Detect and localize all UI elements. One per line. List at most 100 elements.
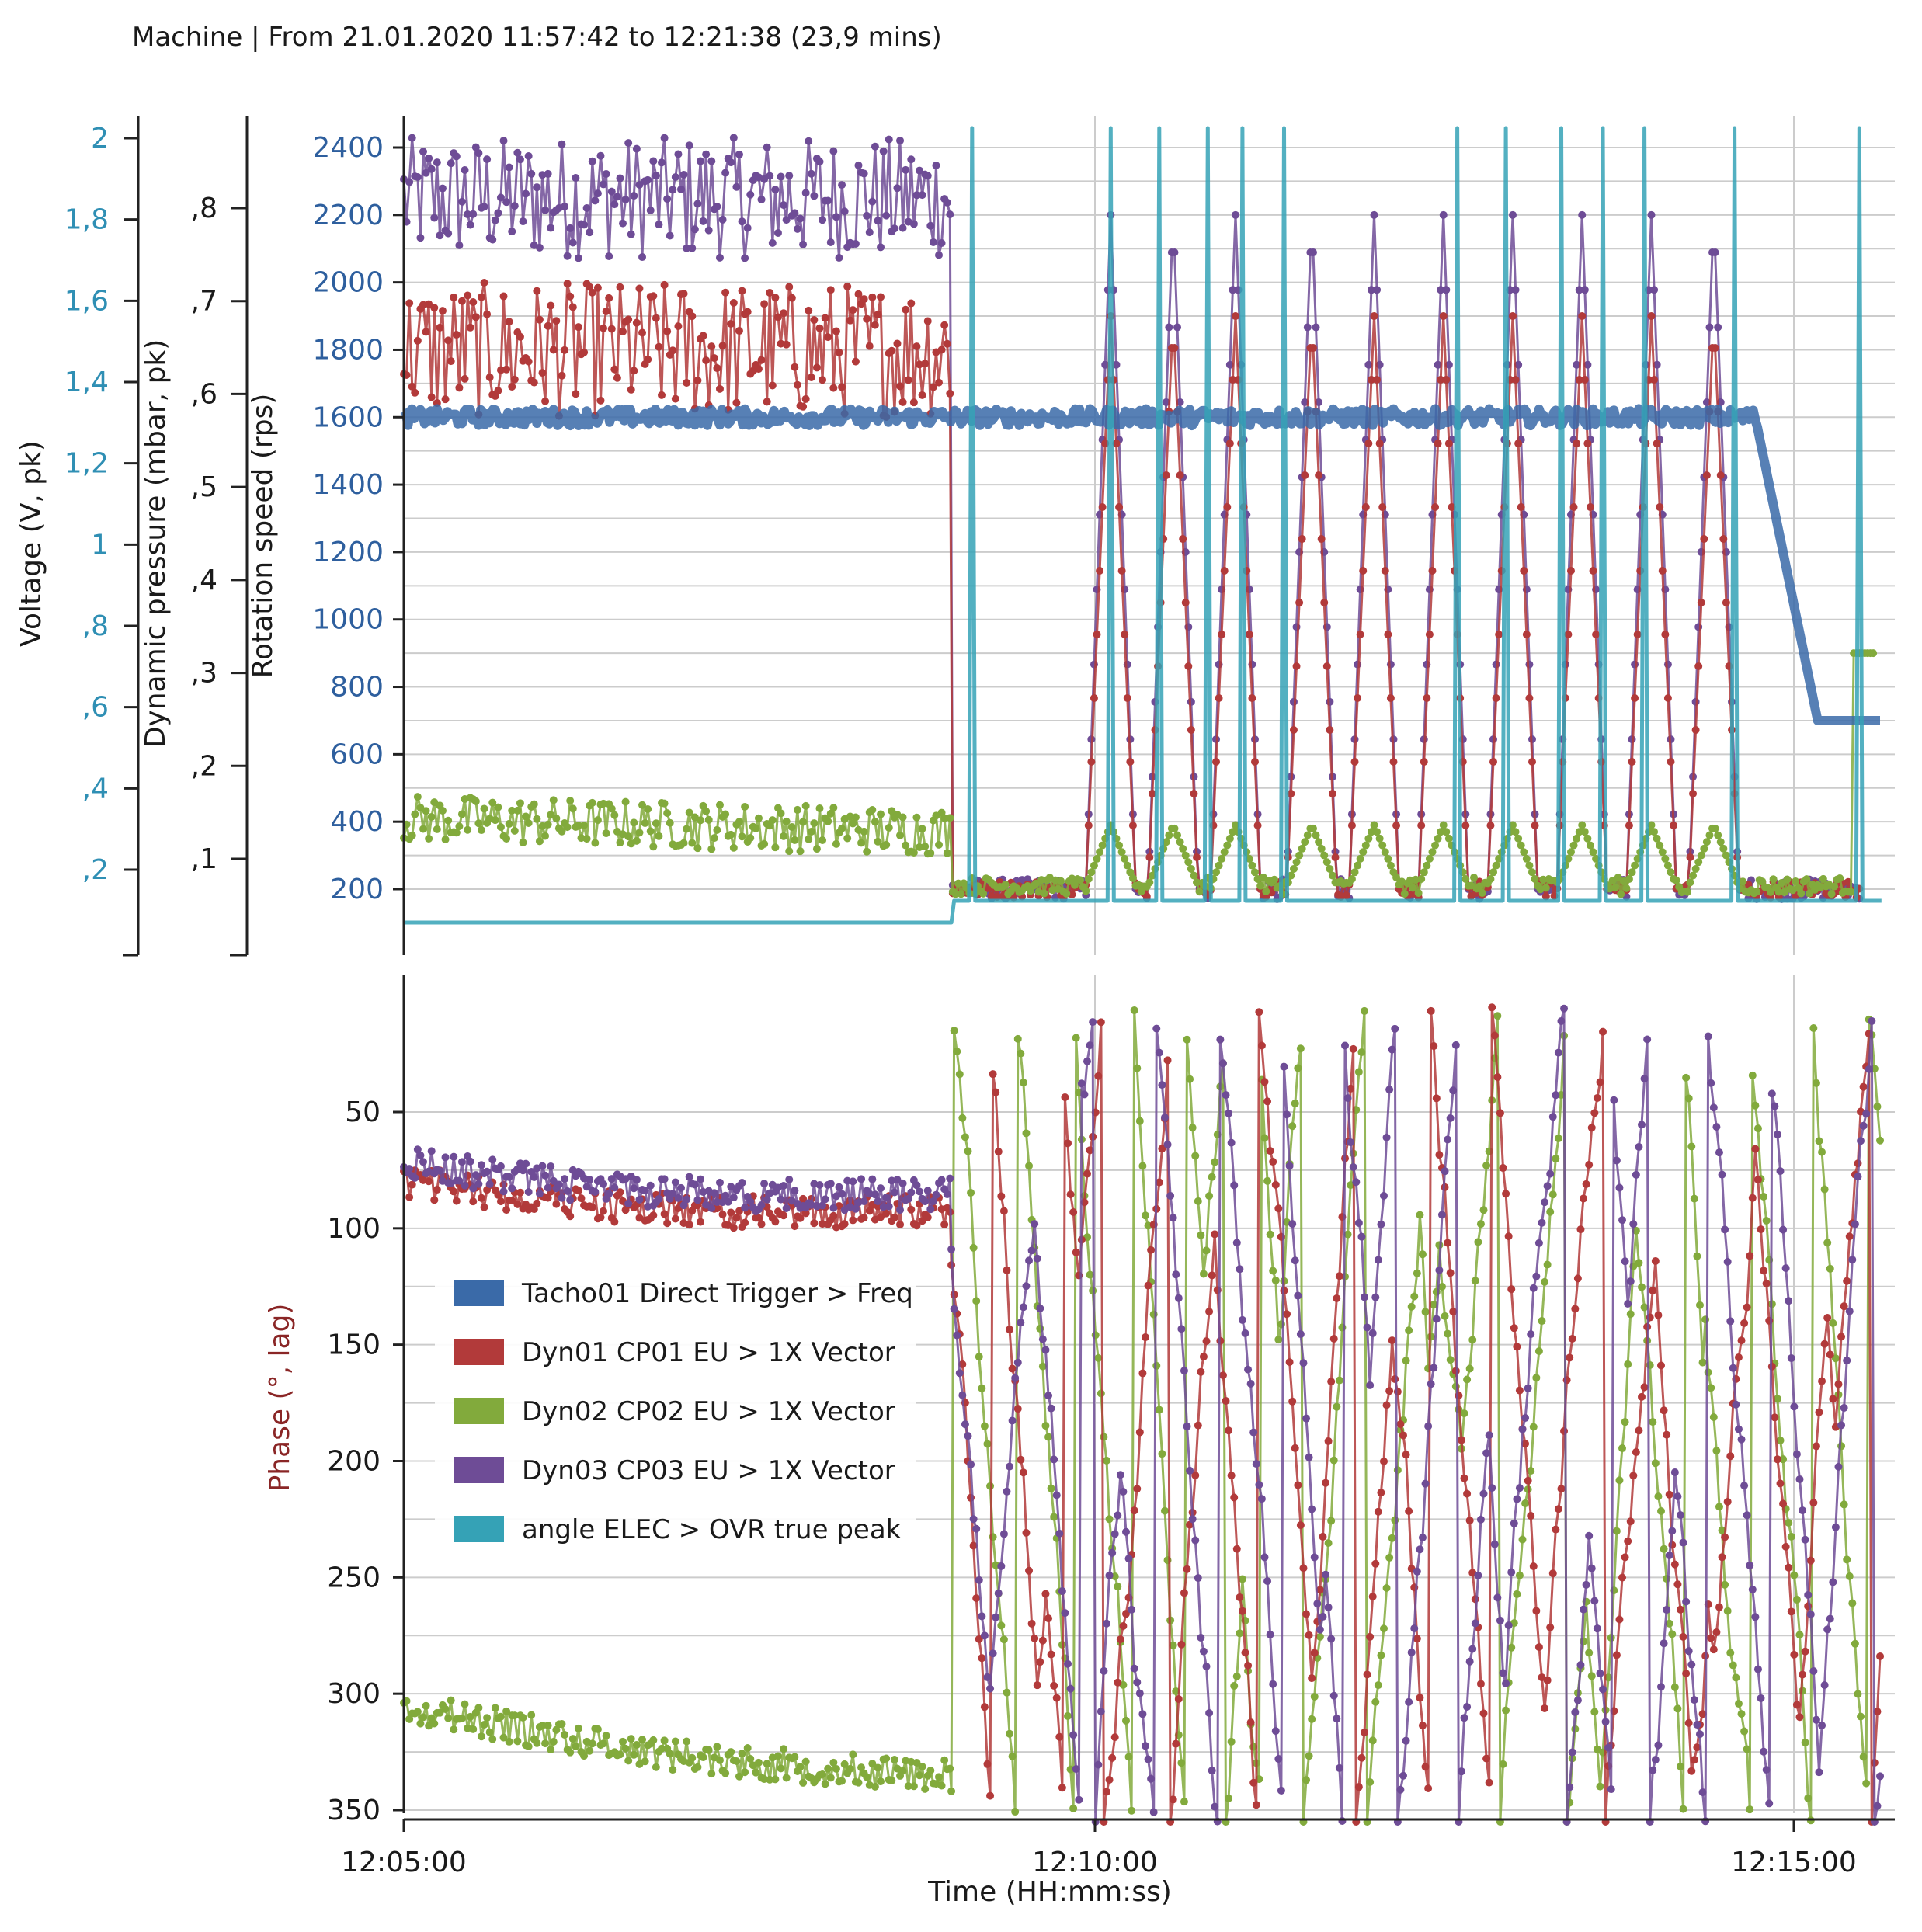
data-point bbox=[1552, 1525, 1560, 1534]
data-point bbox=[1386, 861, 1395, 870]
data-point bbox=[1690, 1194, 1698, 1203]
data-point bbox=[1417, 822, 1426, 830]
data-point bbox=[1434, 834, 1442, 843]
data-point bbox=[1274, 1755, 1283, 1763]
data-point bbox=[1632, 1170, 1640, 1179]
data-point bbox=[690, 1180, 699, 1189]
data-point bbox=[946, 1764, 954, 1773]
data-point bbox=[1531, 874, 1539, 883]
data-point bbox=[1771, 1102, 1779, 1110]
data-point bbox=[522, 812, 530, 821]
data-point bbox=[904, 1194, 912, 1203]
data-point bbox=[1266, 1147, 1274, 1155]
data-point bbox=[791, 363, 799, 371]
data-point bbox=[688, 312, 697, 321]
data-point bbox=[436, 323, 444, 332]
data-point bbox=[1202, 1337, 1211, 1346]
data-point bbox=[805, 137, 813, 145]
data-point bbox=[1687, 1142, 1696, 1151]
data-point bbox=[1283, 1310, 1291, 1319]
data-point bbox=[1693, 1720, 1701, 1729]
data-point bbox=[874, 1197, 882, 1206]
data-point bbox=[474, 1180, 483, 1188]
data-point bbox=[735, 818, 743, 826]
data-point bbox=[1787, 1354, 1795, 1363]
data-point bbox=[1086, 1270, 1094, 1279]
data-point bbox=[649, 157, 658, 165]
data-point bbox=[1647, 821, 1656, 829]
data-point bbox=[1479, 1709, 1488, 1718]
legend-label-tacho: Tacho01 Direct Trigger > Freq bbox=[521, 1278, 913, 1309]
data-point bbox=[1705, 831, 1714, 839]
data-point bbox=[464, 291, 472, 300]
tacho01-line bbox=[400, 404, 1883, 725]
data-point bbox=[1349, 1044, 1357, 1053]
data-point bbox=[1490, 1031, 1499, 1040]
data-point bbox=[1144, 1755, 1152, 1763]
data-point bbox=[735, 327, 743, 335]
data-point bbox=[999, 1635, 1008, 1644]
data-point bbox=[738, 832, 746, 841]
data-point bbox=[1569, 841, 1578, 850]
data-point bbox=[1667, 758, 1675, 766]
data-point bbox=[1612, 1527, 1621, 1535]
data-point bbox=[1628, 868, 1636, 877]
data-point bbox=[1003, 1688, 1011, 1697]
data-point bbox=[669, 1766, 677, 1774]
data-point bbox=[1486, 874, 1495, 883]
data-point bbox=[552, 317, 561, 325]
data-point bbox=[1177, 1759, 1186, 1767]
data-point bbox=[1036, 1658, 1044, 1666]
data-point bbox=[660, 1736, 669, 1745]
data-point bbox=[1868, 1016, 1876, 1025]
data-point bbox=[655, 1194, 663, 1203]
data-point bbox=[1169, 1641, 1177, 1649]
data-point bbox=[413, 173, 422, 182]
phase-tick-label: 100 bbox=[327, 1213, 381, 1245]
data-point bbox=[1194, 1197, 1202, 1205]
data-point bbox=[1356, 631, 1364, 639]
data-point bbox=[1653, 834, 1661, 843]
data-point bbox=[527, 1711, 536, 1719]
data-point bbox=[457, 297, 466, 305]
data-point bbox=[1442, 376, 1451, 384]
data-point bbox=[773, 228, 782, 237]
data-point bbox=[819, 836, 827, 844]
data-point bbox=[1721, 1225, 1729, 1234]
data-point bbox=[649, 292, 658, 301]
data-point bbox=[646, 827, 655, 836]
data-point bbox=[702, 150, 711, 158]
data-point bbox=[754, 1214, 763, 1222]
data-point bbox=[1532, 1374, 1541, 1382]
data-point bbox=[1031, 1634, 1039, 1642]
data-point bbox=[961, 1133, 969, 1141]
data-point bbox=[1244, 1661, 1253, 1670]
data-point bbox=[896, 382, 905, 391]
data-point bbox=[693, 1196, 702, 1204]
data-point bbox=[425, 154, 433, 162]
data-point bbox=[799, 240, 808, 248]
data-point bbox=[1792, 877, 1800, 885]
data-point bbox=[1684, 1647, 1693, 1656]
data-point bbox=[1718, 1526, 1726, 1534]
data-point bbox=[494, 387, 502, 395]
data-point bbox=[1367, 376, 1375, 384]
data-point bbox=[1373, 376, 1382, 384]
time-axis-title: Time (HH:mm:ss) bbox=[927, 1876, 1172, 1908]
data-point bbox=[1463, 1703, 1472, 1711]
data-point bbox=[1818, 1721, 1826, 1729]
data-point bbox=[1548, 1190, 1557, 1199]
data-point bbox=[1374, 1507, 1382, 1516]
data-point bbox=[1402, 1357, 1410, 1365]
data-point bbox=[1086, 1041, 1094, 1050]
data-point bbox=[1632, 1448, 1640, 1457]
data-point bbox=[1370, 821, 1378, 829]
data-point bbox=[1003, 1487, 1011, 1496]
data-point bbox=[1649, 1286, 1657, 1294]
data-point bbox=[1493, 1073, 1502, 1082]
data-point bbox=[1514, 440, 1523, 448]
data-point bbox=[1354, 1068, 1363, 1076]
data-point bbox=[1649, 1418, 1657, 1426]
